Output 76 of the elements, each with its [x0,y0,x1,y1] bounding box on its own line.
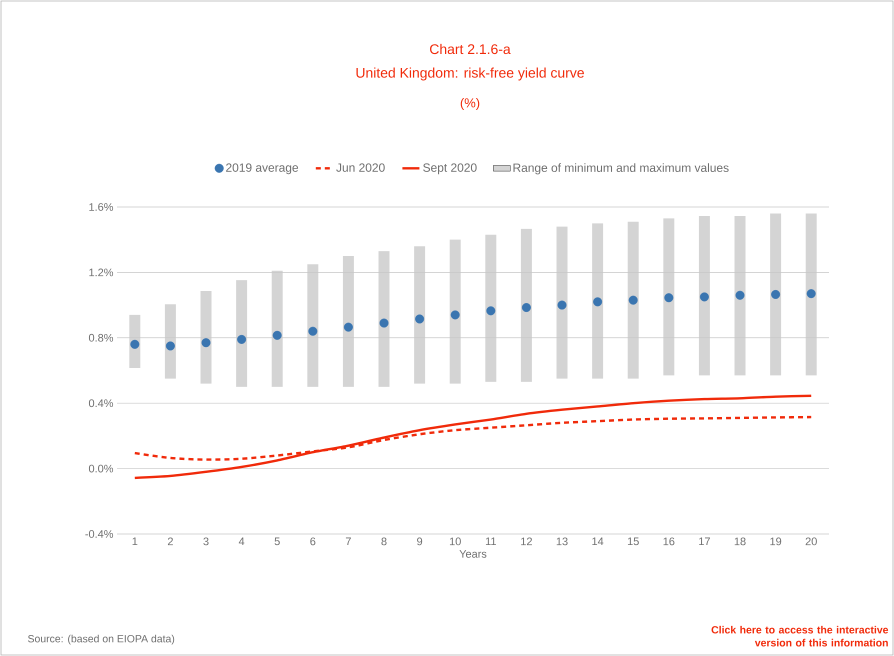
point [558,300,567,310]
point [736,290,745,300]
x-tick-label: 10 [450,538,461,546]
point [486,306,496,316]
x-tick-label: 7 [346,538,351,546]
bar [806,214,817,376]
bar [734,216,746,376]
y-tick-label: 0.4% [88,399,114,408]
point [593,297,602,306]
point [522,303,531,312]
x-tick-label: 17 [699,538,710,546]
legend-label: Jun 2020 [336,163,385,172]
x-tick-label: 12 [521,538,532,546]
point [700,292,709,302]
bar [698,216,710,376]
x-tick-label: 11 [486,538,496,546]
x-tick-label: 3 [203,538,209,546]
bar [556,226,568,379]
point [272,330,282,340]
source-note: Source: (based on EIOPA data) [28,634,174,644]
x-tick-label: 9 [417,538,422,546]
text: Click here to access the interactive version of this information [712,626,888,646]
x-tick-label: 1 [132,538,138,546]
bar [485,234,496,382]
point [237,334,246,344]
bar [272,270,283,387]
text: (%) [460,98,480,110]
x-tick-label: 5 [274,538,280,546]
x-tick-label: 19 [770,538,782,546]
bar [770,214,782,376]
bar [628,222,639,379]
bar [663,218,674,376]
point [202,338,211,348]
point [664,293,674,302]
point [415,314,424,324]
legend-label: Range of minimum and maximum values [513,163,729,174]
legend-label: 2019 average [226,163,298,174]
bar [236,280,248,387]
bar [164,304,176,379]
bar [520,228,532,382]
point [308,326,318,336]
line-series [134,394,812,480]
bar [414,246,426,384]
legend-label: Sept 2020 [423,163,477,174]
x-tick-label: 2 [168,538,173,546]
point [380,318,389,328]
x-tick-label: 6 [310,538,316,546]
point [344,322,353,332]
x-tick-label: 20 [806,538,817,546]
bar [450,240,461,384]
y-tick-label: 0.0% [88,464,114,472]
x-tick-label: 16 [664,538,674,546]
x-tick-label: 13 [556,538,568,546]
x-tick-label: 14 [592,538,604,546]
chart-title: Chart 2.1.6-a [430,44,511,54]
bar [378,251,390,387]
point [130,340,140,349]
point [450,310,460,320]
y-tick-label: 1.2% [89,268,114,276]
point [771,290,780,299]
bar [592,223,604,379]
bar [200,291,212,384]
y-tick-label: 1.6% [89,203,114,211]
x-tick-label: 15 [628,538,639,546]
chart-subtitle: United Kingdom: risk-free yield curve [356,67,584,80]
bar [307,264,318,387]
point [628,296,638,305]
x-tick-label: 8 [381,538,387,546]
x-axis-title: Years [459,550,486,558]
y-tick-label: -0.4% [85,530,114,538]
x-tick-label: 18 [734,538,746,546]
y-tick-label: 0.8% [88,334,114,342]
point [166,341,175,350]
x-tick-label: 4 [238,538,244,546]
point [806,289,816,298]
bar [342,256,354,387]
